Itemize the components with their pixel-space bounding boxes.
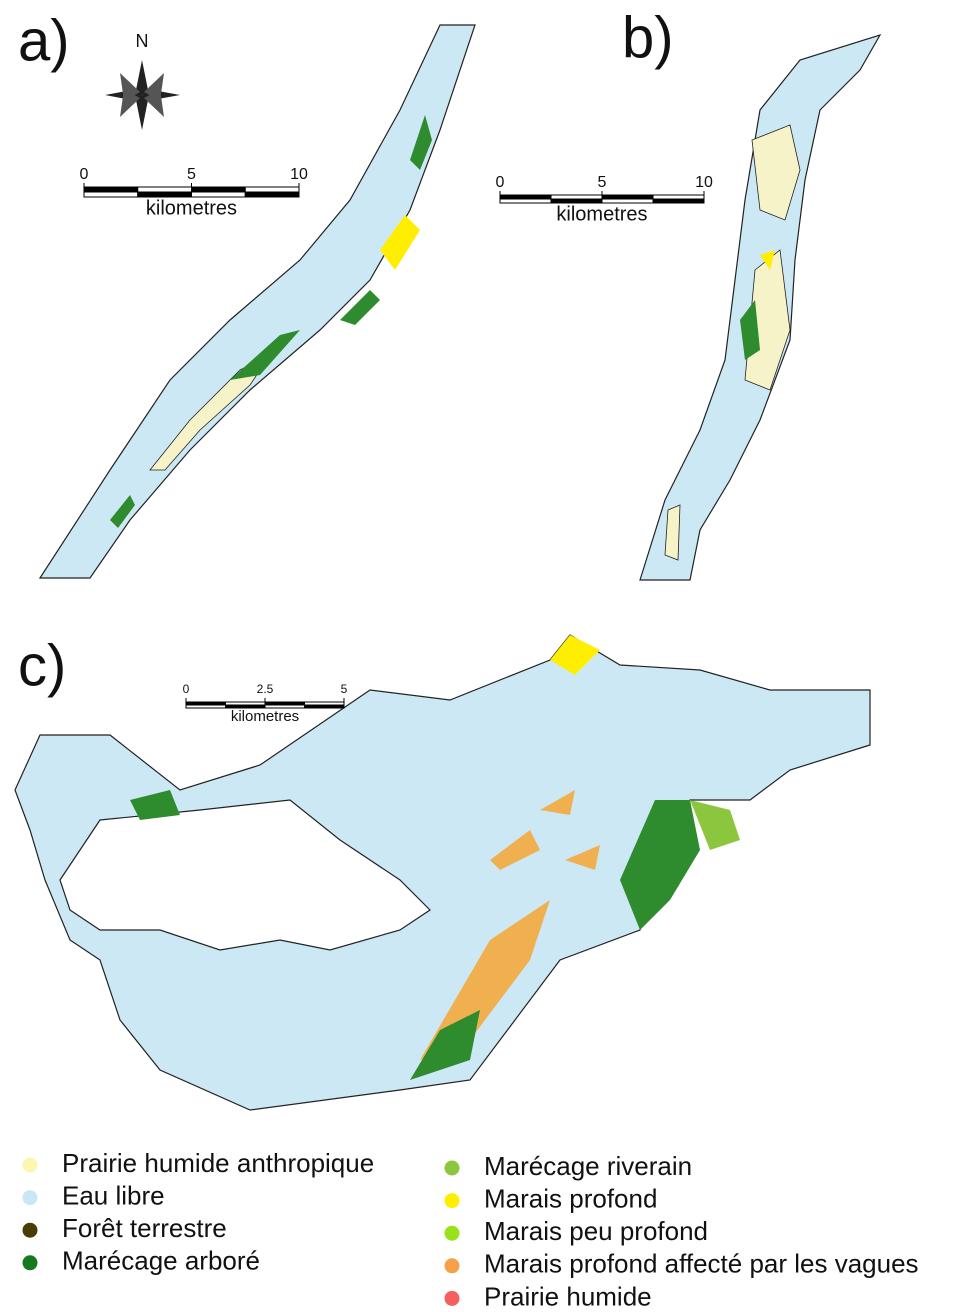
legend-label: Eau libre (62, 1180, 165, 1210)
legend-swatch (23, 1223, 38, 1238)
map-a (40, 25, 475, 578)
scale-unit: kilometres (556, 203, 647, 225)
legend-label: Prairie humide (484, 1281, 652, 1311)
scale-unit: kilometres (231, 708, 299, 725)
legend-swatch (445, 1258, 460, 1273)
scale-segment (551, 195, 602, 199)
legend-label: Marais profond (484, 1183, 657, 1213)
map-b (640, 35, 880, 580)
legend-swatch (445, 1161, 460, 1176)
legend-swatch (23, 1190, 38, 1205)
panel-label: a) (18, 8, 70, 73)
panel-label: c) (18, 633, 66, 698)
legend-label: Marécage riverain (484, 1151, 692, 1181)
legend-label: Prairie humide anthropique (62, 1148, 374, 1178)
legend-swatch (445, 1291, 460, 1306)
legend-label: Marais profond affecté par les vagues (484, 1249, 919, 1279)
scale-segment (653, 195, 704, 199)
panel-label: b) (622, 5, 674, 70)
scale-tick-label: 5 (187, 166, 196, 183)
scale-tick-label: 10 (695, 174, 713, 191)
scale-segment (84, 187, 138, 192)
compass: N (105, 31, 180, 130)
legend-swatch (445, 1226, 460, 1241)
scale-segment (138, 187, 192, 192)
map-c (15, 635, 870, 1110)
scale-segment (192, 187, 246, 192)
scale-unit: kilometres (146, 197, 237, 219)
scale-segment (138, 192, 192, 197)
scale-tick-label: 10 (290, 166, 308, 183)
scale-segment (500, 195, 551, 199)
river (40, 25, 475, 578)
scale-segment (245, 187, 299, 192)
scale-tick-label: 0 (80, 166, 89, 183)
scale-segment (653, 199, 704, 203)
scale-segment (84, 192, 138, 197)
scale-tick-label: 0 (183, 682, 190, 696)
legend-swatch (445, 1193, 460, 1208)
scale-segment (192, 192, 246, 197)
compass-label: N (136, 31, 149, 51)
scale-segment (245, 192, 299, 197)
figure: N a) 0 5 10 kilometres b) 0 5 10 kilometres c) 0 2.5… (0, 0, 968, 1312)
scale-tick-label: 2.5 (257, 682, 274, 696)
scale-segment (500, 199, 551, 203)
legend-label: Forêt terrestre (62, 1213, 227, 1243)
scale-tick-label: 5 (598, 174, 607, 191)
scale-tick-label: 5 (341, 682, 348, 696)
legend-label: Marais peu profond (484, 1216, 708, 1246)
scale-segment (186, 705, 226, 708)
legend-swatch (23, 1158, 38, 1173)
scale-segment (602, 195, 653, 199)
scale-tick-label: 0 (496, 174, 505, 191)
legend-swatch (23, 1255, 38, 1270)
scale-segment (305, 705, 345, 708)
legend-label: Marécage arboré (62, 1246, 260, 1276)
